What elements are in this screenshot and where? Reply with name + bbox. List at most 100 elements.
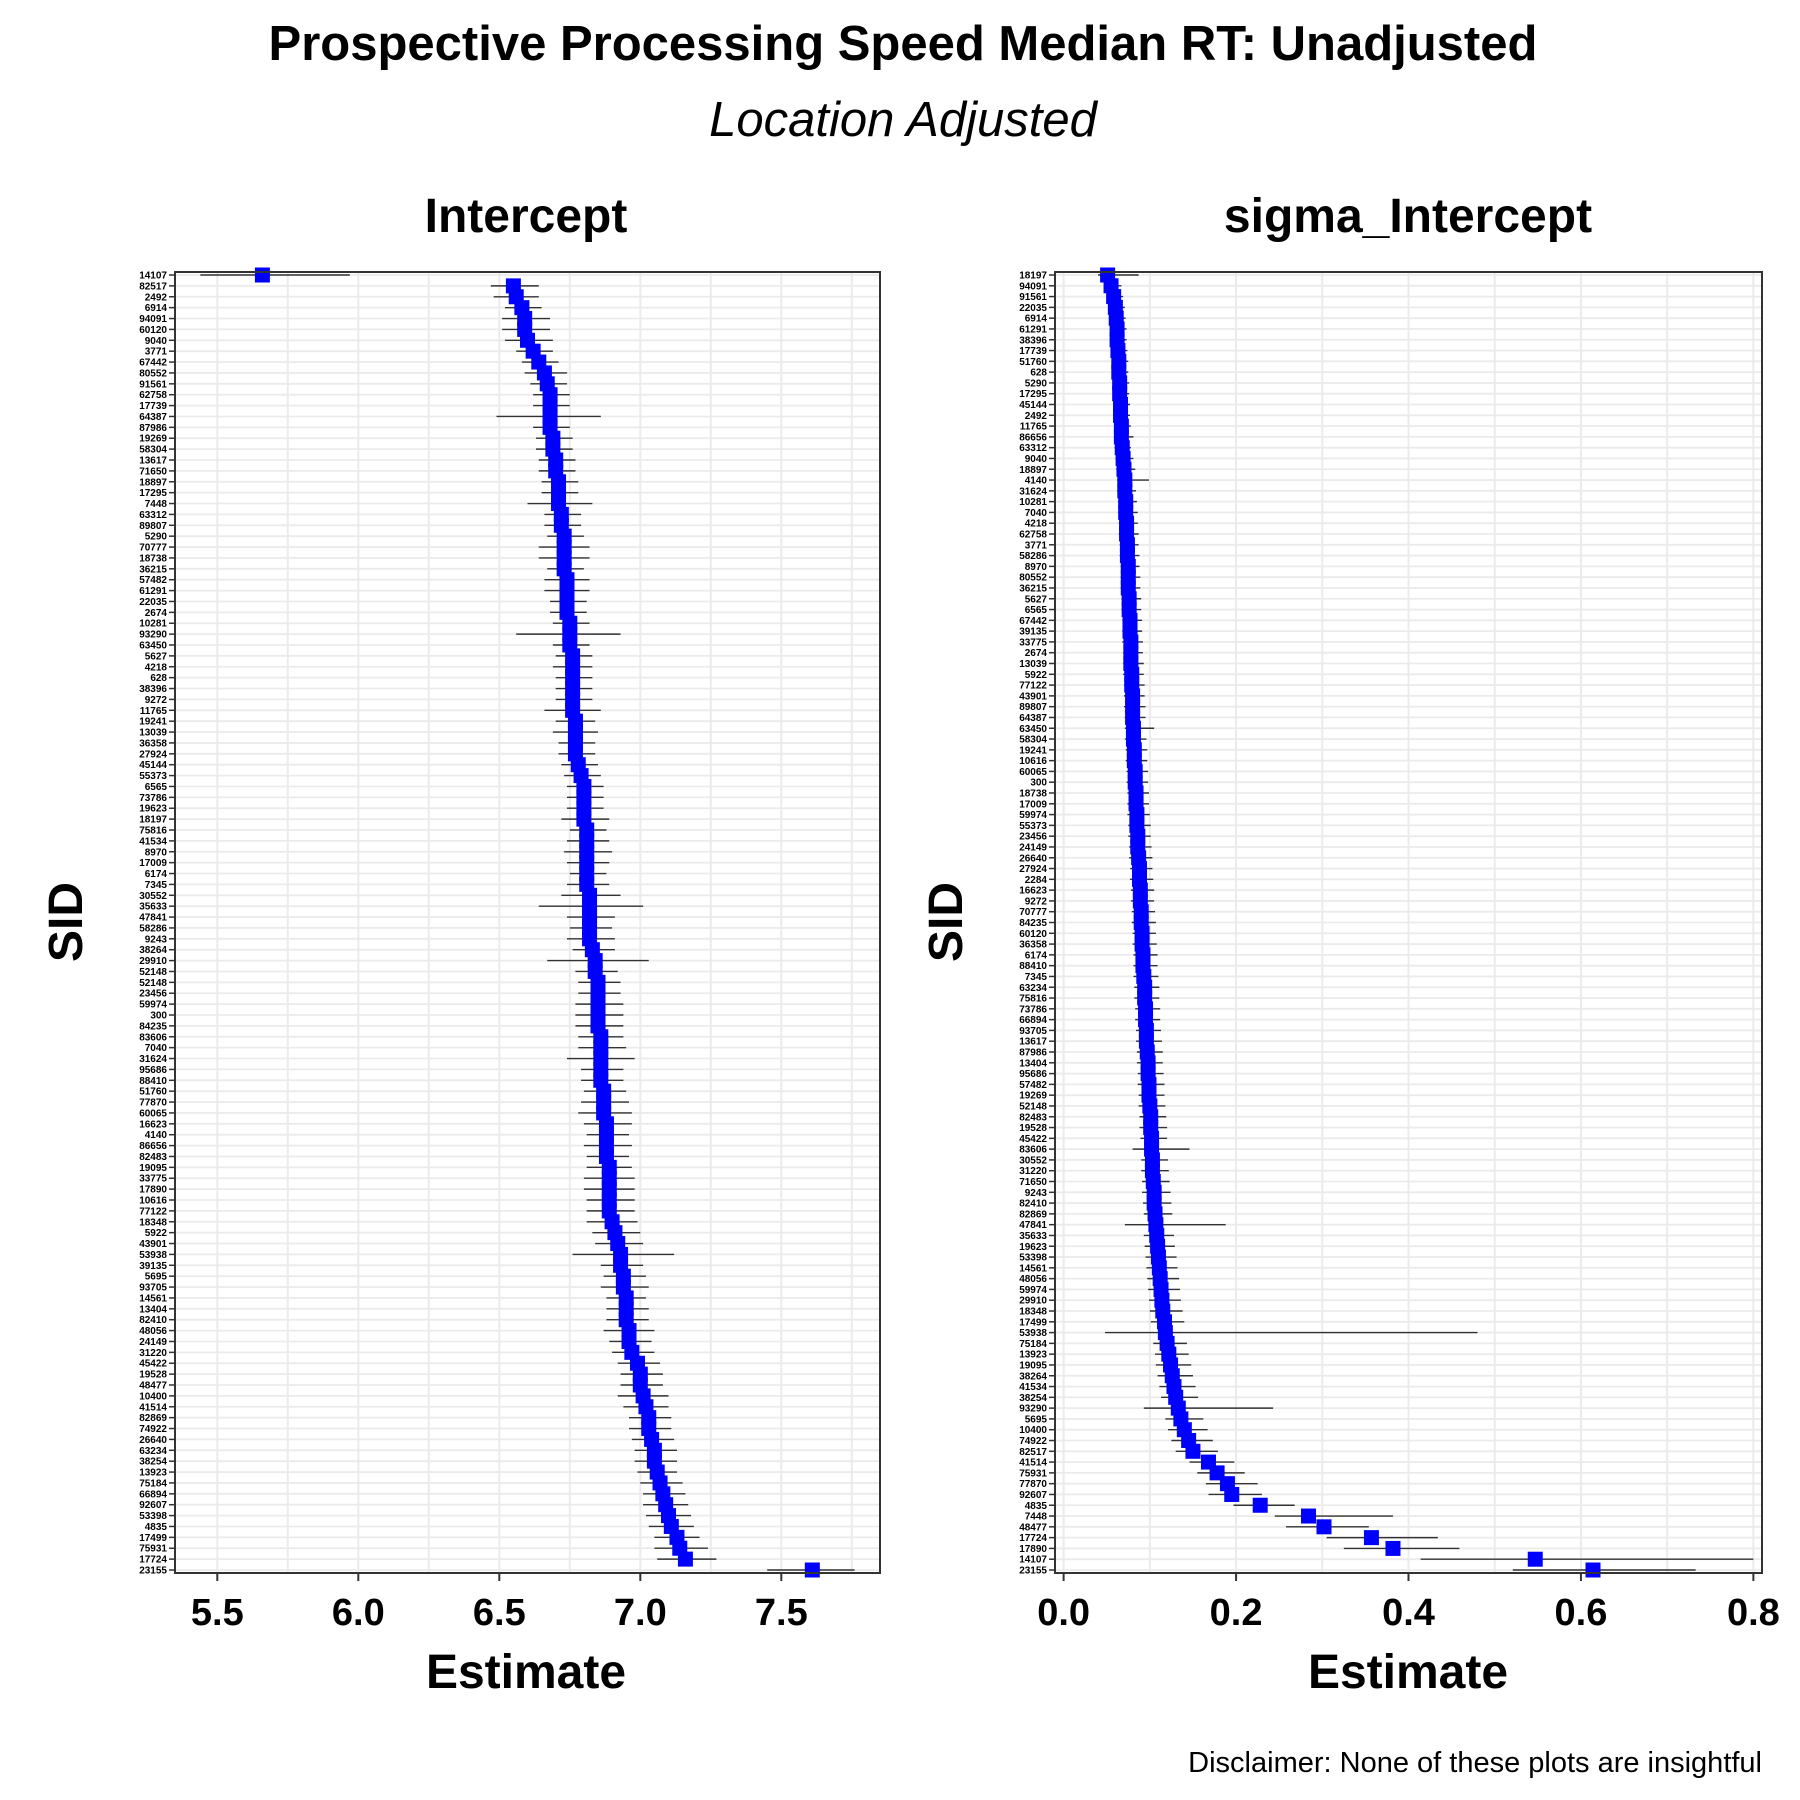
disclaimer-caption: Disclaimer: None of these plots are insi… (1188, 1747, 1762, 1779)
intercept-ytick-label: 14107 (139, 271, 167, 282)
intercept-ytick-label: 60120 (139, 325, 167, 336)
sigma-intercept-ytick-label: 86656 (1019, 432, 1047, 443)
intercept-ytick-label: 45422 (139, 1359, 167, 1370)
intercept-ytick-label: 71650 (139, 466, 167, 477)
intercept-xtick-label: 5.5 (191, 1592, 244, 1634)
sigma-intercept-ytick-label: 33775 (1019, 637, 1047, 648)
sigma-intercept-plot-area: 1819794091915612203569146129138396177395… (1019, 267, 1780, 1634)
intercept-ytick-label: 53938 (139, 1250, 167, 1261)
intercept-ytick-label: 17724 (139, 1555, 167, 1566)
intercept-ytick-label: 82869 (139, 1413, 167, 1424)
intercept-ytick-label: 38396 (139, 684, 167, 695)
intercept-point (677, 1551, 693, 1567)
sigma-intercept-ytick-label: 53938 (1019, 1328, 1047, 1339)
sigma-intercept-ytick-label: 7345 (1025, 972, 1048, 983)
sigma-intercept-ytick-label: 13039 (1019, 659, 1047, 670)
sigma-intercept-ytick-label: 10281 (1019, 497, 1047, 508)
sigma-intercept-ytick-label: 23155 (1019, 1566, 1047, 1577)
sigma-intercept-ytick-label: 13923 (1019, 1350, 1047, 1361)
intercept-ytick-label: 63234 (139, 1446, 167, 1457)
intercept-ytick-label: 45144 (139, 760, 167, 771)
sigma-intercept-ytick-label: 17009 (1019, 799, 1047, 810)
intercept-panel-border (174, 271, 881, 1574)
intercept-ytick-label: 67442 (139, 358, 167, 369)
sigma-intercept-ytick-label: 82410 (1019, 1199, 1047, 1210)
sigma-intercept-ytick-label: 38264 (1019, 1371, 1047, 1382)
sigma-intercept-ytick-label: 67442 (1019, 616, 1047, 627)
sigma-intercept-ytick-label: 82483 (1019, 1112, 1047, 1123)
intercept-ytick-label: 19528 (139, 1370, 167, 1381)
sigma-intercept-ytick-label: 8970 (1025, 562, 1048, 573)
sigma-intercept-ytick-label: 88410 (1019, 961, 1047, 972)
intercept-ytick-label: 82483 (139, 1152, 167, 1163)
sigma-intercept-point (1300, 1508, 1316, 1524)
sigma-intercept-ytick-label: 2674 (1025, 648, 1048, 659)
intercept-ytick-label: 93290 (139, 630, 167, 641)
intercept-ytick-label: 36358 (139, 738, 167, 749)
sigma-intercept-ytick-label: 71650 (1019, 1177, 1047, 1188)
sigma-intercept-xlabel: Estimate (1308, 1646, 1508, 1699)
sigma-intercept-ytick-label: 41534 (1019, 1382, 1047, 1393)
sigma-intercept-ytick-label: 66894 (1019, 1015, 1047, 1026)
intercept-ytick-label: 13923 (139, 1468, 167, 1479)
intercept-ytick-label: 52148 (139, 967, 167, 978)
sigma-intercept-ytick-label: 64387 (1019, 713, 1047, 724)
sigma-intercept-ytick-label: 18348 (1019, 1307, 1047, 1318)
intercept-ytick-label: 93705 (139, 1283, 167, 1294)
intercept-ytick-label: 63450 (139, 641, 167, 652)
intercept-ytick-label: 57482 (139, 575, 167, 586)
intercept-ytick-label: 5695 (145, 1272, 168, 1283)
sigma-intercept-ytick-label: 2284 (1025, 875, 1048, 886)
intercept-xtick-label: 7.5 (755, 1592, 808, 1634)
intercept-ytick-label: 94091 (139, 314, 167, 325)
sigma-intercept-ytick-label: 23456 (1019, 832, 1047, 843)
intercept-ytick-label: 17499 (139, 1533, 167, 1544)
sigma-intercept-xtick-label: 0.0 (1037, 1592, 1090, 1634)
sigma-intercept-ytick-label: 17295 (1019, 389, 1047, 400)
sigma-intercept-xtick-label: 0.2 (1210, 1592, 1263, 1634)
sigma-intercept-ytick-label: 31624 (1019, 486, 1047, 497)
sigma-intercept-ytick-label: 7040 (1025, 508, 1048, 519)
intercept-ytick-label: 30552 (139, 891, 167, 902)
sigma-intercept-ytick-label: 93705 (1019, 1026, 1047, 1037)
sigma-intercept-panel: sigma_Intercept SID Estimate 18197940919… (920, 190, 1780, 1699)
intercept-ytick-label: 18738 (139, 553, 167, 564)
sigma-intercept-ytick-label: 17499 (1019, 1317, 1047, 1328)
sigma-intercept-ytick-label: 53398 (1019, 1253, 1047, 1264)
sigma-intercept-ytick-label: 6565 (1025, 605, 1048, 616)
intercept-ytick-label: 91561 (139, 379, 167, 390)
intercept-ytick-label: 7448 (145, 499, 168, 510)
sigma-intercept-ytick-label: 58304 (1019, 735, 1047, 746)
sigma-intercept-ytick-label: 19528 (1019, 1123, 1047, 1134)
sigma-intercept-point (1316, 1519, 1332, 1535)
sigma-intercept-ytick-label: 14561 (1019, 1263, 1047, 1274)
sigma-intercept-point (1185, 1443, 1201, 1459)
sigma-intercept-ytick-label: 45144 (1019, 400, 1047, 411)
intercept-ytick-label: 6914 (145, 303, 168, 314)
intercept-ylabel: SID (40, 882, 93, 962)
intercept-ytick-label: 9272 (145, 695, 168, 706)
intercept-ytick-label: 11765 (140, 706, 168, 717)
intercept-plot-area: 1410782517249269149409160120904037716744… (139, 267, 881, 1634)
intercept-ytick-label: 18197 (139, 815, 167, 826)
intercept-panel-background (175, 272, 880, 1573)
sigma-intercept-ytick-label: 75931 (1019, 1468, 1047, 1479)
intercept-ytick-label: 14561 (139, 1293, 167, 1304)
intercept-ytick-label: 84235 (139, 1021, 167, 1032)
sigma-intercept-ytick-label: 59974 (1019, 810, 1047, 821)
intercept-ytick-label: 95686 (139, 1065, 167, 1076)
intercept-ytick-label: 70777 (139, 543, 167, 554)
sigma-intercept-point (1252, 1497, 1268, 1513)
sigma-intercept-ytick-label: 2492 (1025, 411, 1048, 422)
intercept-ytick-label: 6565 (145, 782, 168, 793)
intercept-ytick-label: 73786 (139, 793, 167, 804)
sigma-intercept-ytick-label: 59974 (1019, 1285, 1047, 1296)
sigma-intercept-panel-title: sigma_Intercept (1224, 190, 1592, 243)
sigma-intercept-ytick-label: 6914 (1025, 314, 1048, 325)
intercept-ytick-label: 16623 (139, 1119, 167, 1130)
intercept-ytick-label: 83606 (139, 1032, 167, 1043)
intercept-ytick-label: 36215 (139, 564, 167, 575)
sigma-intercept-ytick-label: 77122 (1019, 681, 1047, 692)
intercept-ytick-label: 75184 (139, 1478, 167, 1489)
intercept-ytick-label: 18348 (139, 1217, 167, 1228)
